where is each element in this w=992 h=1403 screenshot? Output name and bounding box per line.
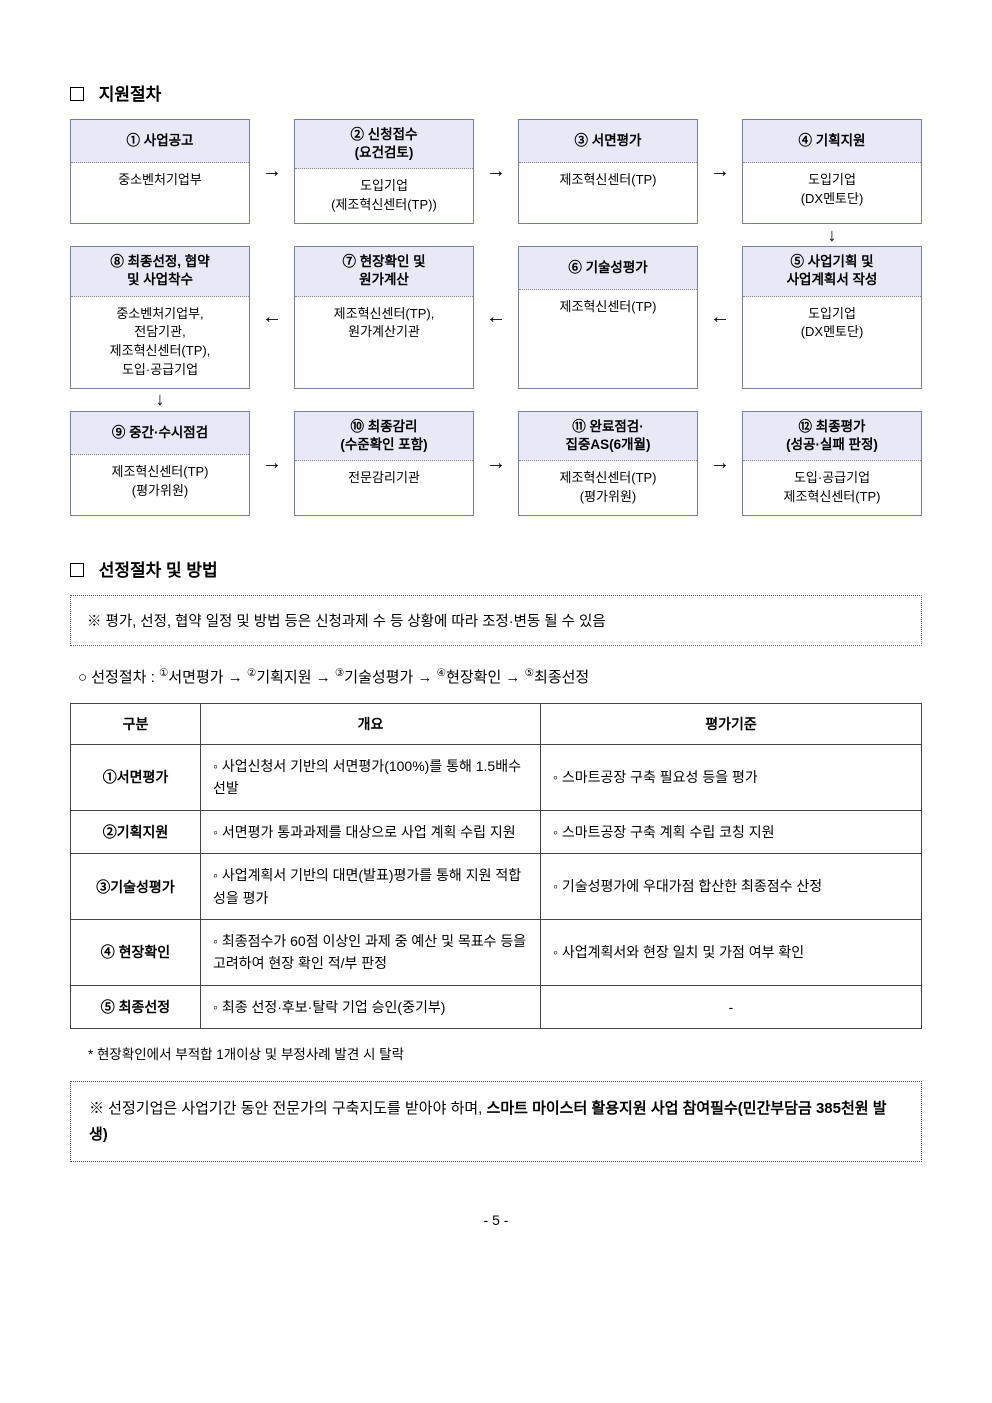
table-row: ⑤ 최종선정◦ 최종 선정·후보·탈락 기업 승인(중기부)- bbox=[71, 985, 922, 1028]
criteria-table: 구분 개요 평가기준 ①서면평가◦ 사업신청서 기반의 서면평가(100%)를 … bbox=[70, 703, 922, 1029]
flow-row-3: ⑨ 중간·수시점검제조혁신센터(TP) (평가위원)→⑩ 최종감리 (수준확인 … bbox=[70, 411, 922, 516]
down-arrow-icon: ↓ bbox=[742, 225, 922, 246]
table-row: ④ 현장확인◦ 최종점수가 60점 이상인 과제 중 예산 및 목표수 등을 고… bbox=[71, 920, 922, 986]
flow-cell: ⑩ 최종감리 (수준확인 포함)전문감리기관 bbox=[294, 411, 474, 516]
flow-body: 중소벤처기업부 bbox=[71, 163, 249, 198]
flow-vrow-1: ↓ bbox=[70, 224, 922, 246]
section2-title: 선정절차 및 방법 bbox=[70, 556, 922, 581]
page-number: - 5 - bbox=[70, 1212, 922, 1228]
cell-gubun: ③기술성평가 bbox=[71, 854, 201, 920]
flow-body: 전문감리기관 bbox=[295, 461, 473, 496]
arrow-icon: → bbox=[257, 411, 287, 516]
flow-head: ⑥ 기술성평가 bbox=[519, 247, 697, 290]
flowchart: ① 사업공고중소벤처기업부→② 신청접수 (요건검토)도입기업 (제조혁신센터(… bbox=[70, 119, 922, 516]
flow-body: 제조혁신센터(TP) bbox=[519, 290, 697, 325]
bottom-box: ※ 선정기업은 사업기간 동안 전문가의 구축지도를 받아야 하며, 스마트 마… bbox=[70, 1081, 922, 1162]
flow-body: 도입·공급기업 제조혁신센터(TP) bbox=[743, 461, 921, 515]
th-overview: 개요 bbox=[201, 704, 541, 745]
checkbox-icon bbox=[70, 87, 84, 101]
flow-head: ④ 기획지원 bbox=[743, 120, 921, 163]
down-arrow-icon: ↓ bbox=[70, 389, 250, 410]
flow-body: 제조혁신센터(TP) (평가위원) bbox=[519, 461, 697, 515]
flow-body: 제조혁신센터(TP), 원가계산기관 bbox=[295, 297, 473, 351]
flow-cell: ⑥ 기술성평가제조혁신센터(TP) bbox=[518, 246, 698, 389]
arrow-icon: ← bbox=[257, 246, 287, 389]
flow-row-2: ⑧ 최종선정, 협약 및 사업착수중소벤처기업부, 전담기관, 제조혁신센터(T… bbox=[70, 246, 922, 389]
flow-cell: ⑨ 중간·수시점검제조혁신센터(TP) (평가위원) bbox=[70, 411, 250, 516]
cell-criteria: ◦ 사업계획서와 현장 일치 및 가점 여부 확인 bbox=[541, 920, 922, 986]
flow-body: 도입기업 (DX멘토단) bbox=[743, 297, 921, 351]
cell-overview: ◦ 사업계획서 기반의 대면(발표)평가를 통해 지원 적합성을 평가 bbox=[201, 854, 541, 920]
th-criteria: 평가기준 bbox=[541, 704, 922, 745]
note-text: ※ 평가, 선정, 협약 일정 및 방법 등은 신청과제 수 등 상황에 따라 … bbox=[87, 614, 606, 630]
cell-gubun: ⑤ 최종선정 bbox=[71, 985, 201, 1028]
table-row: ③기술성평가◦ 사업계획서 기반의 대면(발표)평가를 통해 지원 적합성을 평… bbox=[71, 854, 922, 920]
small-note: * 현장확인에서 부적합 1개이상 및 부정사례 발견 시 탈락 bbox=[70, 1043, 922, 1063]
flow-vrow-2: ↓ bbox=[70, 389, 922, 411]
checkbox-icon bbox=[70, 563, 84, 577]
flow-cell: ⑫ 최종평가 (성공·실패 판정)도입·공급기업 제조혁신센터(TP) bbox=[742, 411, 922, 516]
flow-cell: ⑦ 현장확인 및 원가계산제조혁신센터(TP), 원가계산기관 bbox=[294, 246, 474, 389]
flow-cell: ⑪ 완료점검· 집중AS(6개월)제조혁신센터(TP) (평가위원) bbox=[518, 411, 698, 516]
flow-head: ⑨ 중간·수시점검 bbox=[71, 412, 249, 455]
flow-cell: ⑤ 사업기획 및 사업계획서 작성도입기업 (DX멘토단) bbox=[742, 246, 922, 389]
flow-head: ① 사업공고 bbox=[71, 120, 249, 163]
cell-overview: ◦ 서면평가 통과과제를 대상으로 사업 계획 수립 지원 bbox=[201, 810, 541, 853]
flow-head: ② 신청접수 (요건검토) bbox=[295, 120, 473, 169]
cell-gubun: ④ 현장확인 bbox=[71, 920, 201, 986]
page-number-text: - 5 - bbox=[484, 1212, 509, 1228]
small-note-text: * 현장확인에서 부적합 1개이상 및 부정사례 발견 시 탈락 bbox=[88, 1047, 404, 1062]
cell-criteria: ◦ 스마트공장 구축 필요성 등을 평가 bbox=[541, 745, 922, 811]
note-box: ※ 평가, 선정, 협약 일정 및 방법 등은 신청과제 수 등 상황에 따라 … bbox=[70, 595, 922, 646]
cell-gubun: ②기획지원 bbox=[71, 810, 201, 853]
arrow-icon: → bbox=[705, 119, 735, 224]
bottom-prefix: ※ 선정기업은 사업기간 동안 전문가의 구축지도를 받아야 하며, bbox=[89, 1100, 487, 1117]
cell-criteria: ◦ 기술성평가에 우대가점 합산한 최종점수 산정 bbox=[541, 854, 922, 920]
flow-cell: ② 신청접수 (요건검토)도입기업 (제조혁신센터(TP)) bbox=[294, 119, 474, 224]
flow-body: 제조혁신센터(TP) (평가위원) bbox=[71, 455, 249, 509]
flow-head: ⑦ 현장확인 및 원가계산 bbox=[295, 247, 473, 296]
arrow-icon: ← bbox=[481, 246, 511, 389]
flow-cell: ⑧ 최종선정, 협약 및 사업착수중소벤처기업부, 전담기관, 제조혁신센터(T… bbox=[70, 246, 250, 389]
selection-flow-line: ○ 선정절차 : ①서면평가 → ②기획지원 → ③기술성평가 → ④현장확인 … bbox=[70, 666, 922, 687]
cell-criteria: - bbox=[541, 985, 922, 1028]
arrow-icon: → bbox=[481, 411, 511, 516]
cell-overview: ◦ 최종 선정·후보·탈락 기업 승인(중기부) bbox=[201, 985, 541, 1028]
flow-head: ⑪ 완료점검· 집중AS(6개월) bbox=[519, 412, 697, 461]
cell-criteria: ◦ 스마트공장 구축 계획 수립 코칭 지원 bbox=[541, 810, 922, 853]
flow-body: 중소벤처기업부, 전담기관, 제조혁신센터(TP), 도입·공급기업 bbox=[71, 297, 249, 388]
arrow-icon: ← bbox=[705, 246, 735, 389]
flow-cell: ③ 서면평가제조혁신센터(TP) bbox=[518, 119, 698, 224]
cell-overview: ◦ 사업신청서 기반의 서면평가(100%)를 통해 1.5배수 선발 bbox=[201, 745, 541, 811]
section1-title: 지원절차 bbox=[70, 80, 922, 105]
table-row: ②기획지원◦ 서면평가 통과과제를 대상으로 사업 계획 수립 지원◦ 스마트공… bbox=[71, 810, 922, 853]
arrow-icon: → bbox=[705, 411, 735, 516]
flow-cell: ④ 기획지원도입기업 (DX멘토단) bbox=[742, 119, 922, 224]
arrow-icon: → bbox=[481, 119, 511, 224]
section2-title-text: 선정절차 및 방법 bbox=[99, 561, 218, 580]
cell-gubun: ①서면평가 bbox=[71, 745, 201, 811]
flow-head: ⑩ 최종감리 (수준확인 포함) bbox=[295, 412, 473, 461]
flow-body: 제조혁신센터(TP) bbox=[519, 163, 697, 198]
flow-row-1: ① 사업공고중소벤처기업부→② 신청접수 (요건검토)도입기업 (제조혁신센터(… bbox=[70, 119, 922, 224]
arrow-icon: → bbox=[257, 119, 287, 224]
section1-title-text: 지원절차 bbox=[99, 85, 162, 104]
th-gubun: 구분 bbox=[71, 704, 201, 745]
flow-head: ⑧ 최종선정, 협약 및 사업착수 bbox=[71, 247, 249, 296]
cell-overview: ◦ 최종점수가 60점 이상인 과제 중 예산 및 목표수 등을 고려하여 현장… bbox=[201, 920, 541, 986]
flow-head: ③ 서면평가 bbox=[519, 120, 697, 163]
flow-body: 도입기업 (제조혁신센터(TP)) bbox=[295, 169, 473, 223]
flow-head: ⑫ 최종평가 (성공·실패 판정) bbox=[743, 412, 921, 461]
flow-cell: ① 사업공고중소벤처기업부 bbox=[70, 119, 250, 224]
flow-body: 도입기업 (DX멘토단) bbox=[743, 163, 921, 217]
flow-head: ⑤ 사업기획 및 사업계획서 작성 bbox=[743, 247, 921, 296]
table-row: ①서면평가◦ 사업신청서 기반의 서면평가(100%)를 통해 1.5배수 선발… bbox=[71, 745, 922, 811]
